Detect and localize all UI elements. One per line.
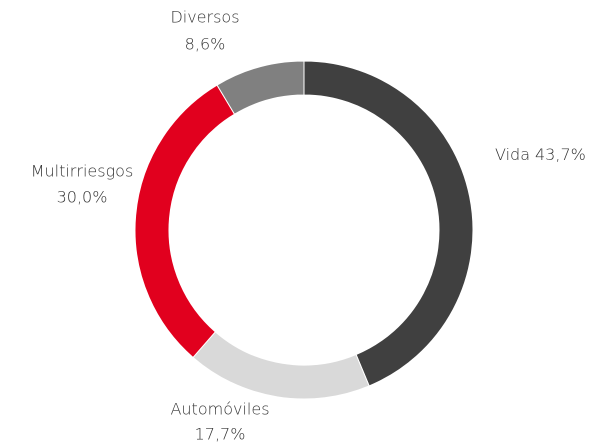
slice bbox=[216, 60, 305, 115]
value-label: 43,7% bbox=[535, 145, 586, 164]
slice-label: Vida 43,7% bbox=[495, 145, 586, 164]
category-label: Automóviles bbox=[170, 400, 269, 419]
category-label: Vida bbox=[495, 145, 530, 164]
slice bbox=[134, 84, 236, 359]
value-label: 30,0% bbox=[57, 188, 108, 207]
category-label: Multirriesgos bbox=[31, 162, 134, 181]
category-label: Diversos bbox=[170, 8, 239, 27]
value-label: 8,6% bbox=[185, 35, 226, 54]
value-label: 17,7% bbox=[195, 425, 246, 444]
slice bbox=[303, 60, 474, 387]
slice bbox=[192, 331, 370, 400]
